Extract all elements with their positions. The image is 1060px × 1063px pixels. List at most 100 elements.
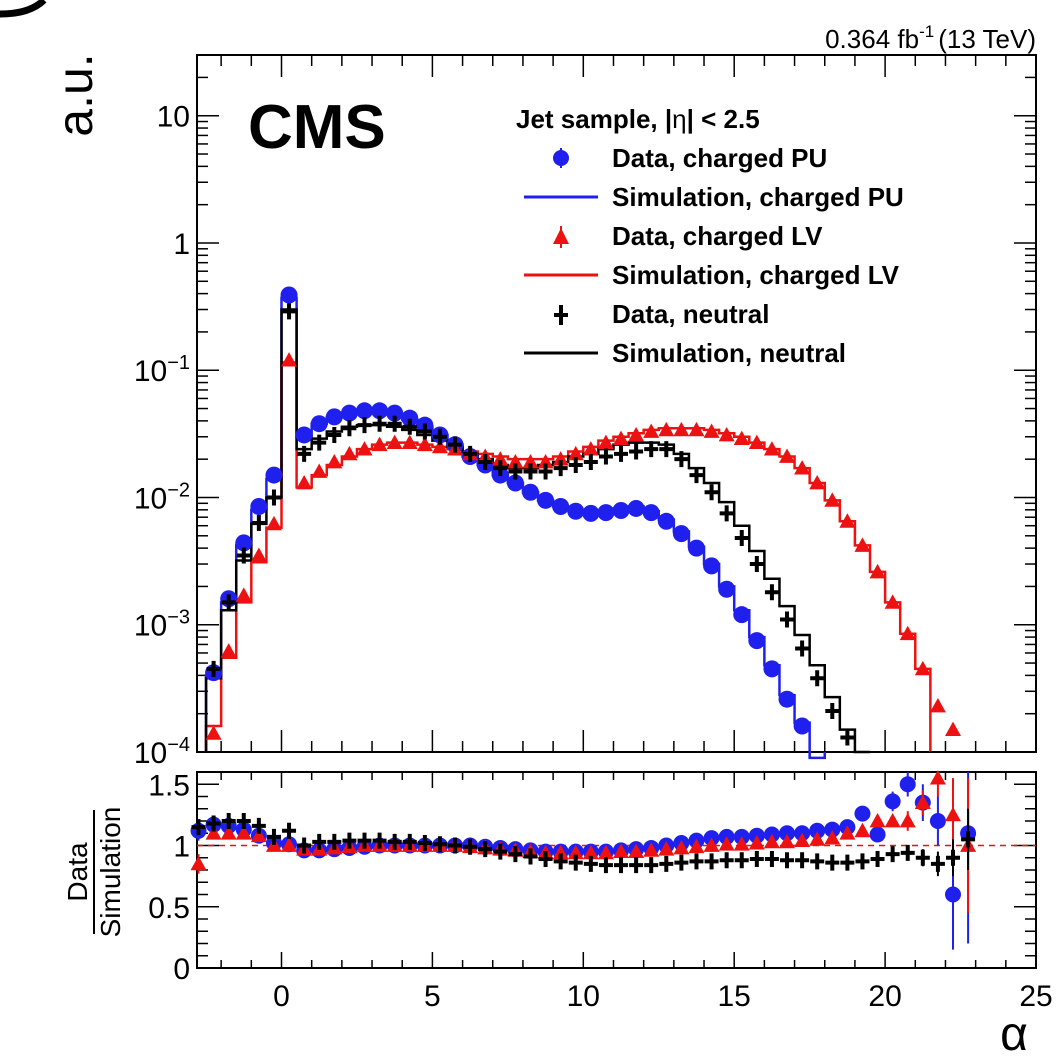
data-point-triangle (718, 836, 735, 851)
y-tick-label-exponent: −2 (167, 479, 190, 501)
data-point-cross (448, 436, 463, 453)
data-point-triangle (884, 813, 901, 828)
data-point-cross (583, 855, 598, 872)
data-point-cross (463, 838, 478, 855)
data-point-triangle (628, 843, 645, 859)
data-point-triangle (250, 547, 267, 562)
data-point-circle (567, 502, 585, 520)
data-point-circle (778, 690, 796, 708)
data-point-cross (795, 852, 810, 869)
data-point-cross (312, 833, 327, 850)
data-point-cross (342, 832, 357, 849)
data-point-cross (598, 448, 613, 465)
data-point-cross (885, 846, 900, 863)
legend-entry-sim-neutral: Simulation, neutral (524, 338, 846, 368)
legend-title-eta: η (672, 104, 686, 134)
data-point-cross (825, 702, 840, 719)
data-point-cross (719, 852, 734, 869)
data-point-circle (929, 813, 946, 829)
data-point-triangle (839, 825, 856, 840)
data-point-cross (282, 822, 297, 839)
data-point-circle (612, 502, 630, 520)
data-point-cross (402, 833, 417, 850)
data-point-triangle (582, 441, 599, 456)
data-point-cross (840, 854, 855, 871)
data-point-cross (840, 729, 855, 746)
data-point-circle (280, 286, 298, 304)
data-point-cross (946, 849, 961, 866)
data-point-triangle (311, 463, 328, 478)
data-point-circle (552, 497, 570, 515)
ratio-y-tick-labels: 1.5 1 0.5 0 (148, 769, 190, 986)
ratio-ylabel-top: Data (62, 842, 93, 902)
data-point-cross (493, 460, 508, 477)
y-tick-label-base: 10 (134, 482, 167, 515)
data-point-cross (251, 515, 266, 532)
legend-label-sim-charged-pu: Simulation, charged PU (612, 182, 904, 212)
data-point-triangle (597, 434, 614, 449)
y-tick-label-exponent: −4 (167, 734, 190, 756)
data-point-triangle (794, 460, 811, 475)
data-point-circle (793, 717, 811, 735)
ratio-plot-frame (196, 771, 1037, 969)
data-point-cross (282, 303, 297, 320)
data-point-cross (810, 670, 825, 687)
data-point-triangle (326, 454, 343, 469)
data-point-triangle (250, 827, 267, 843)
data-point-cross (478, 454, 493, 471)
data-point-circle (854, 805, 871, 822)
data-point-cross (734, 852, 749, 869)
data-point-cross (372, 415, 387, 432)
data-point-cross (508, 846, 523, 863)
y-tick-label-base: 10 (134, 737, 167, 770)
data-point-triangle (643, 423, 660, 438)
data-point-cross (629, 857, 644, 874)
data-point-cross (417, 835, 432, 852)
data-point-cross (780, 852, 795, 869)
data-point-triangle (809, 474, 826, 490)
data-point-triangle (809, 831, 826, 846)
data-point-cross (689, 467, 704, 484)
data-point-triangle (341, 445, 358, 461)
data-point-circle (325, 408, 343, 426)
y-tick-label: 10−4 (134, 734, 190, 770)
data-point-cross (357, 417, 372, 434)
data-point-cross (674, 451, 689, 468)
data-point-triangle (914, 794, 931, 810)
data-point-triangle (582, 844, 599, 860)
data-point-circle (295, 426, 313, 444)
data-point-triangle (492, 451, 509, 466)
data-point-circle (779, 825, 796, 842)
data-point-triangle (779, 833, 796, 849)
data-point-circle (310, 415, 328, 433)
data-point-triangle (205, 725, 222, 740)
data-point-triangle (824, 492, 841, 507)
data-point-cross (644, 857, 659, 874)
data-point-triangle (673, 421, 690, 437)
legend: Jet sample, |η| < 2.5 Data, charged PU S… (516, 104, 904, 368)
data-point-triangle (613, 430, 630, 446)
data-point-triangle (869, 813, 886, 828)
data-point-triangle (567, 844, 584, 860)
data-point-cross (825, 854, 840, 871)
data-point-cross (764, 850, 779, 867)
data-point-circle (627, 499, 645, 517)
data-point-cross (614, 857, 629, 874)
data-point-circle (657, 512, 675, 530)
x-tick-label: 5 (424, 980, 441, 1013)
main-axis-ticks (197, 54, 1037, 753)
data-point-triangle (507, 454, 524, 469)
data-point-triangle (733, 836, 750, 851)
data-point-cross (417, 423, 432, 440)
data-point-cross (297, 837, 312, 854)
data-point-cross (463, 445, 478, 462)
legend-label-data-charged-pu: Data, charged PU (612, 143, 827, 173)
main-plot-frame (196, 54, 1037, 753)
data-point-circle (642, 504, 660, 522)
legend-entry-sim-charged-pu: Simulation, charged PU (524, 182, 904, 212)
legend-entry-data-charged-pu: Data, charged PU (553, 143, 827, 173)
data-point-cross (312, 434, 327, 451)
data-point-triangle (748, 835, 765, 850)
main-y-axis-label: a.u. (47, 53, 103, 136)
